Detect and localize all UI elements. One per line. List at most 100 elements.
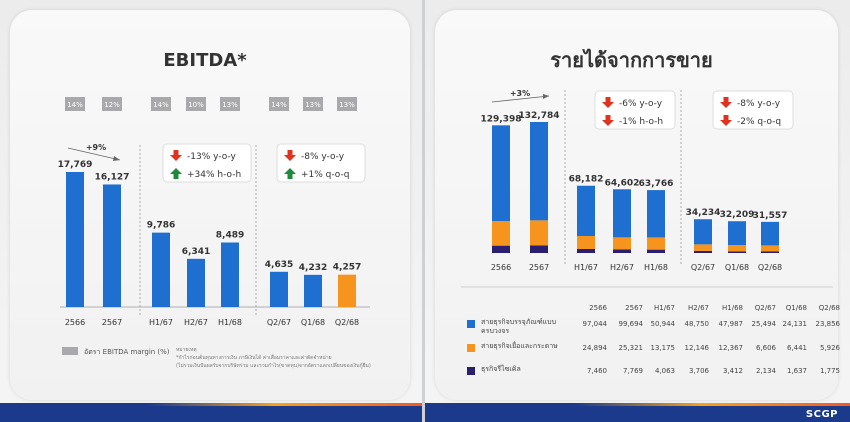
footer-accent: [425, 403, 850, 406]
table-value-cell: 4,063: [654, 367, 675, 375]
ebitda-margin-box: [151, 97, 171, 111]
table-value-cell: 5,926: [819, 344, 840, 352]
sales-bar-segment-3: [647, 249, 665, 253]
sales-bar-segment-1: [492, 125, 510, 222]
footer-bar: [425, 406, 850, 422]
ebitda-quarter-box: [276, 143, 366, 183]
sales-quarter-text-1: -8% y-o-y: [737, 99, 781, 109]
table-value-cell: 12,367: [718, 344, 744, 352]
ebitda-growth-arrowhead: [113, 156, 120, 161]
table-value-cell: 50,944: [650, 320, 676, 328]
sales-category-label: Q2/68: [758, 263, 782, 272]
sales-total-label: 31,557: [753, 211, 788, 221]
sales-bar-segment-2: [647, 237, 665, 250]
ebitda-quarter-text-2: +1% q-o-q: [301, 170, 349, 180]
table-header-cell: 2566: [589, 304, 607, 312]
ebitda-growth-label: +9%: [86, 143, 106, 152]
sales-half-down-arrow-icon: [602, 97, 614, 108]
ebitda-bar-Q1/68: [304, 274, 322, 307]
table-header-cell: Q2/67: [754, 304, 776, 312]
sales-bar-segment-3: [694, 250, 712, 253]
sales-bar-segment-2: [613, 237, 631, 250]
ebitda-value-label: 4,232: [299, 263, 327, 273]
ebitda-bar-H1/67: [152, 232, 170, 307]
sales-quarter-text-2: -2% q-o-q: [737, 117, 781, 127]
table-value-cell: 23,856: [815, 320, 841, 328]
ebitda-value-label: 16,127: [95, 172, 130, 182]
ebitda-margin-label: 13%: [339, 101, 355, 109]
footnote-title: หมายเหตุ: [176, 347, 197, 353]
ebitda-quarter-text-1: -8% y-o-y: [301, 152, 345, 162]
sales-bar-segment-1: [761, 221, 779, 246]
ebitda-bar-2566: [66, 172, 84, 307]
ebitda-category-label: 2567: [102, 318, 122, 327]
sales-bar-segment-3: [530, 245, 548, 253]
sales-bar-segment-1: [647, 190, 665, 238]
sales-panel: รายได้จากการขาย 129,398 2566 132,784 2567 68…: [425, 0, 850, 422]
scgp-logo: SCGP: [805, 409, 838, 420]
ebitda-half-down-arrow-icon: [170, 150, 182, 161]
sales-category-label: 2566: [491, 263, 511, 272]
sales-category-label: H2/67: [610, 263, 634, 272]
table-value-cell: 7,769: [622, 367, 643, 375]
table-header-cell: Q2/68: [818, 304, 840, 312]
sales-half-text-1: -6% y-o-y: [619, 99, 663, 109]
ebitda-value-label: 17,769: [58, 160, 93, 170]
sales-category-label: 2567: [529, 263, 549, 272]
sales-growth-line: [491, 95, 550, 103]
ebitda-margin-label: 10%: [188, 101, 204, 109]
sales-bar-segment-2: [492, 221, 510, 246]
sales-bar-segment-1: [728, 221, 746, 246]
ebitda-chart: 17,769 2566 14% 16,127 2567 12% 9,786 H1/67 14% 6…: [58, 97, 370, 327]
legend-margin-label: อัตรา EBITDA margin (%): [84, 348, 170, 356]
sales-bar-segment-1: [613, 189, 631, 238]
table-value-cell: 2,134: [755, 367, 776, 375]
table-series-swatch: [467, 367, 475, 375]
table-value-cell: 97,044: [582, 320, 608, 328]
ebitda-margin-label: 13%: [305, 101, 321, 109]
ebitda-category-label: Q2/68: [335, 318, 359, 327]
table-series-swatch: [467, 344, 475, 352]
footnote-line-1: *กำไรก่อนต้นทุนทางการเงิน ภาษีเงินได้ ค่…: [176, 355, 332, 361]
table-header-cell: H1/68: [722, 304, 743, 312]
sales-bar-segment-1: [530, 122, 548, 221]
ebitda-margin-label: 13%: [222, 101, 238, 109]
sales-total-label: 34,234: [686, 208, 721, 218]
table-value-cell: 25,321: [618, 344, 644, 352]
table-value-cell: 7,460: [586, 367, 607, 375]
sales-bar-segment-2: [530, 220, 548, 246]
table-value-cell: 25,494: [751, 320, 777, 328]
table-header-cell: 2567: [625, 304, 643, 312]
ebitda-half-box: [162, 143, 252, 183]
table-value-cell: 1,637: [786, 367, 807, 375]
table-value-cell: 6,606: [755, 344, 776, 352]
ebitda-category-label: 2566: [65, 318, 85, 327]
ebitda-category-label: Q1/68: [301, 318, 325, 327]
sales-bar-segment-3: [613, 249, 631, 253]
ebitda-margin-box: [220, 97, 240, 111]
sales-bar-segment-1: [694, 219, 712, 245]
legend-margin-swatch: [62, 347, 78, 355]
ebitda-quarter-up-arrow-icon: [284, 168, 296, 179]
sales-table: 2566 2567 H1/67 H2/67 H1/68 Q2/67 Q1/68 Q2/68 สา…: [425, 0, 850, 422]
ebitda-value-label: 6,341: [182, 247, 210, 257]
ebitda-margin-box: [102, 97, 122, 111]
sales-bar-segment-2: [728, 245, 746, 252]
table-value-cell: 3,706: [688, 367, 709, 375]
ebitda-margin-label: 14%: [67, 101, 83, 109]
table-value-cell: 1,775: [819, 367, 840, 375]
ebitda-title: EBITDA*: [163, 50, 247, 71]
ebitda-margin-box: [269, 97, 289, 111]
ebitda-category-label: Q2/67: [267, 318, 291, 327]
sales-quarter-box: [712, 90, 794, 130]
sales-quarter-down-arrow-icon: [720, 97, 732, 108]
sales-bar-segment-3: [577, 248, 595, 253]
sales-quarter-down-arrow-icon: [720, 115, 732, 126]
ebitda-bar-H2/67: [187, 258, 205, 307]
sales-bar-segment-3: [728, 251, 746, 253]
sales-bar-segment-3: [761, 251, 779, 253]
sales-category-label: H1/67: [574, 263, 598, 272]
ebitda-bar-Q2/67: [270, 271, 288, 307]
sales-bar-segment-2: [761, 245, 779, 252]
table-header-cell: H1/67: [654, 304, 675, 312]
